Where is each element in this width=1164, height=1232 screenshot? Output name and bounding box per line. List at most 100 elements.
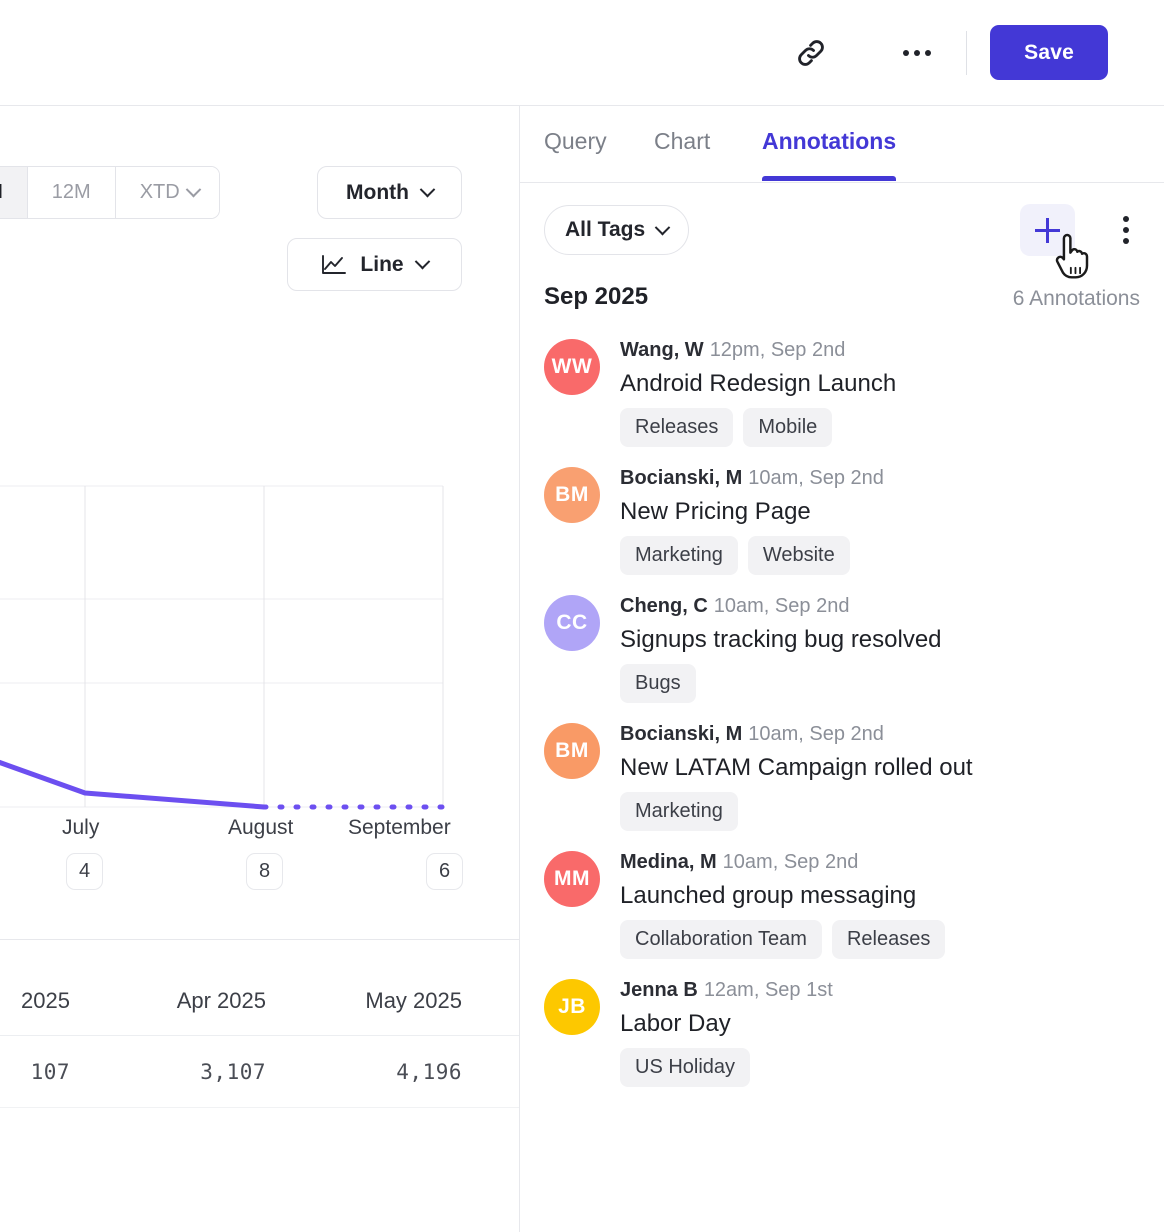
group-month-label: Sep 2025	[544, 283, 649, 310]
x-tick-badge-august[interactable]: 8	[246, 853, 283, 890]
annotation-title: Launched group messaging	[620, 882, 917, 910]
annotation-time: 10am, Sep 2nd	[722, 851, 859, 874]
annotation-body: Bocianski, M 10am, Sep 2nd New LATAM Camp…	[600, 723, 1140, 832]
more-vertical-icon	[1123, 216, 1129, 222]
range-option-6m-label: 6M	[0, 181, 3, 204]
chevron-down-icon	[185, 181, 201, 198]
date-range-segmented-control[interactable]: 6M 12M XTD	[0, 166, 220, 219]
avatar: MM	[544, 851, 600, 908]
annotation-meta: Medina, M 10am, Sep 2nd	[620, 851, 1140, 873]
annotation-time: 10am, Sep 2nd	[748, 467, 884, 490]
chart-type-dropdown[interactable]: Line	[287, 238, 462, 291]
annotation-title: New Pricing Page	[620, 498, 811, 526]
more-vertical-icon-dot3	[1123, 238, 1129, 244]
annotation-time: 12am, Sep 1st	[703, 979, 833, 1002]
annotation-author: Bocianski, M	[620, 467, 743, 490]
range-option-xtd-label: XTD	[139, 181, 180, 203]
annotation-tags: Marketing Website	[620, 536, 1140, 576]
avatar: WW	[544, 339, 600, 395]
tag-pill[interactable]: Collaboration Team	[620, 920, 822, 960]
table-cell: 107	[30, 1059, 70, 1084]
tag-filter-dropdown[interactable]: All Tags	[544, 205, 690, 255]
more-horizontal-icon[interactable]	[894, 30, 940, 76]
annotation-body: Cheng, C 10am, Sep 2nd Signups tracking b…	[600, 595, 1140, 704]
tab-annotations[interactable]: Annotations	[762, 128, 897, 181]
annotation-time: 12pm, Sep 2nd	[709, 339, 846, 361]
chart-gridlines-horizontal	[0, 485, 443, 808]
table-header-cell: 2025	[21, 987, 70, 1013]
annotation-title: New LATAM Campaign rolled out	[620, 754, 973, 782]
tab-query-label: Query	[544, 128, 607, 154]
tab-query[interactable]: Query	[544, 128, 607, 181]
list-item[interactable]: BM Bocianski, M 10am, Sep 2nd New Pricing…	[544, 467, 1140, 576]
tag-pill[interactable]: US Holiday	[620, 1048, 751, 1088]
annotation-meta: Bocianski, M 10am, Sep 2nd	[620, 467, 1140, 489]
x-tick-badge-july[interactable]: 4	[66, 853, 103, 890]
avatar: BM	[544, 723, 600, 780]
save-button[interactable]: Save	[990, 25, 1108, 80]
avatar: CC	[544, 595, 600, 652]
table-header-row: 2025 Apr 2025 May 2025	[0, 966, 519, 1036]
annotation-body: Bocianski, M 10am, Sep 2nd New Pricing Pa…	[600, 467, 1140, 576]
annotations-menu-button[interactable]	[1106, 205, 1146, 255]
x-tick-badge-september[interactable]: 6	[426, 853, 463, 890]
tag-pill[interactable]: Releases	[831, 920, 946, 960]
table-header-cell: May 2025	[365, 987, 462, 1013]
annotation-body: Jenna B 12am, Sep 1st Labor Day US Holida…	[600, 979, 1140, 1088]
tag-pill[interactable]: Mobile	[743, 408, 833, 448]
granularity-label: Month	[346, 180, 409, 204]
toolbar-divider	[966, 30, 968, 75]
tag-pill[interactable]: Marketing	[620, 792, 738, 832]
chart-x-axis-labels: July August September	[0, 816, 519, 846]
x-tick-label-july: July	[62, 816, 100, 839]
chevron-down-icon	[419, 181, 436, 198]
annotation-meta: Cheng, C 10am, Sep 2nd	[620, 595, 1140, 617]
annotation-meta: Bocianski, M 10am, Sep 2nd	[620, 723, 1140, 745]
plus-icon-vertical	[1046, 217, 1049, 243]
chart-controls: 6M 12M XTD Month Line	[0, 106, 519, 296]
granularity-dropdown[interactable]: Month	[317, 166, 462, 219]
line-chart[interactable]: July August September 4 8 6	[0, 361, 519, 921]
range-option-6m[interactable]: 6M	[0, 167, 28, 218]
tag-pill[interactable]: Bugs	[620, 664, 696, 704]
list-item[interactable]: CC Cheng, C 10am, Sep 2nd Signups trackin…	[544, 595, 1140, 704]
annotation-meta: Wang, W 12pm, Sep 2nd	[620, 339, 1140, 361]
annotation-tags: Bugs	[620, 664, 1140, 704]
top-bar: Save	[0, 0, 1164, 105]
tab-annotations-label: Annotations	[762, 128, 897, 154]
annotation-author: Jenna B	[620, 979, 698, 1002]
annotation-time: 10am, Sep 2nd	[713, 595, 850, 618]
list-item[interactable]: WW Wang, W 12pm, Sep 2nd Android Redesign…	[544, 339, 1140, 448]
annotations-list: WW Wang, W 12pm, Sep 2nd Android Redesign…	[520, 339, 1164, 1088]
tag-pill[interactable]: Website	[747, 536, 850, 576]
range-option-12m[interactable]: 12M	[27, 167, 116, 218]
chevron-down-icon	[414, 253, 430, 270]
list-item[interactable]: JB Jenna B 12am, Sep 1st Labor Day US Hol…	[544, 979, 1140, 1088]
link-icon[interactable]	[788, 30, 834, 76]
tab-chart[interactable]: Chart	[654, 128, 710, 181]
table-row: 107 3,107 4,196	[0, 1036, 519, 1108]
annotation-author: Cheng, C	[620, 595, 708, 618]
tag-filter-label: All Tags	[565, 218, 646, 241]
tag-pill[interactable]: Releases	[620, 408, 734, 448]
annotations-toolbar: All Tags	[520, 183, 1164, 283]
list-item[interactable]: MM Medina, M 10am, Sep 2nd Launched group…	[544, 851, 1140, 960]
line-chart-icon	[322, 254, 347, 274]
annotation-tags: US Holiday	[620, 1048, 1140, 1088]
annotation-body: Medina, M 10am, Sep 2nd Launched group me…	[600, 851, 1140, 960]
chart-type-label: Line	[360, 252, 404, 276]
range-option-xtd[interactable]: XTD	[115, 167, 219, 218]
annotation-author: Wang, W	[620, 339, 704, 361]
annotation-author: Medina, M	[620, 851, 717, 874]
annotation-meta: Jenna B 12am, Sep 1st	[620, 979, 1140, 1001]
tab-active-underline	[762, 176, 897, 181]
add-annotation-button[interactable]	[1020, 204, 1075, 256]
link-icon-glyph	[798, 39, 824, 66]
avatar: JB	[544, 979, 600, 1036]
list-item[interactable]: BM Bocianski, M 10am, Sep 2nd New LATAM C…	[544, 723, 1140, 832]
tag-pill[interactable]: Marketing	[620, 536, 738, 576]
annotations-group-header: Sep 2025 6 Annotations	[520, 283, 1164, 339]
annotation-author: Bocianski, M	[620, 723, 743, 746]
x-tick-label-august: August	[228, 816, 294, 839]
